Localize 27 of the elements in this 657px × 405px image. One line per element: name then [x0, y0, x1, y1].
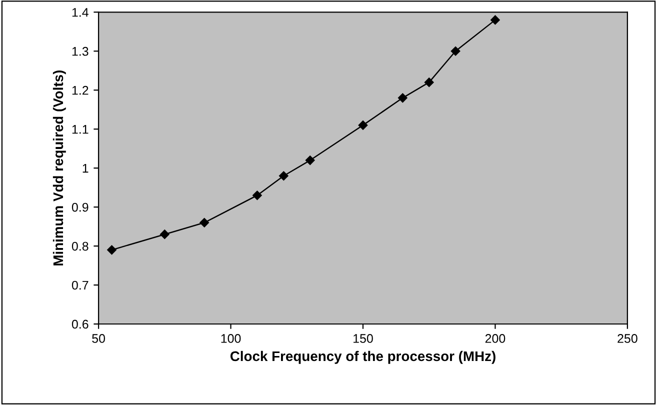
point	[398, 93, 408, 103]
x-tick-label: 100	[221, 334, 241, 343]
x-tick-label: 150	[354, 334, 373, 343]
point	[450, 46, 460, 56]
y-tick-label: 0.6	[72, 320, 88, 329]
x-tick-label: 50	[92, 334, 106, 343]
y-tick-label: 0.8	[72, 242, 88, 251]
y-axis-title: Minimum Vdd required (Volts)	[52, 70, 66, 266]
y-tick-label: 1.1	[72, 125, 88, 134]
y-tick-label: 1	[82, 164, 88, 173]
point	[424, 78, 434, 87]
point	[252, 190, 262, 200]
point	[107, 245, 116, 255]
point	[160, 230, 170, 239]
x-tick-label: 200	[485, 334, 506, 343]
y-tick-label: 0.7	[72, 280, 88, 290]
point	[490, 15, 500, 25]
point	[200, 218, 209, 228]
x-tick-label: 250	[618, 334, 638, 343]
y-tick-label: 0.9	[72, 202, 88, 212]
y-tick-label: 1.3	[72, 46, 88, 56]
point	[305, 156, 315, 165]
point	[279, 171, 288, 180]
y-tick-label: 1.2	[72, 86, 88, 95]
x-axis-title: Clock Frequency of the processor (MHz)	[230, 350, 496, 364]
y-tick-label: 1.4	[72, 8, 88, 17]
point	[358, 120, 368, 130]
